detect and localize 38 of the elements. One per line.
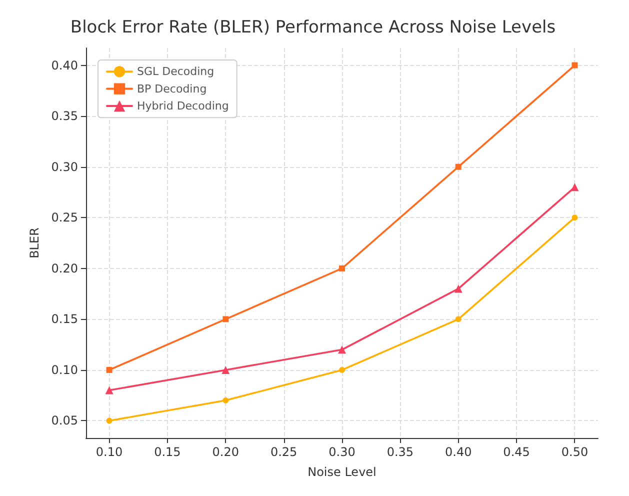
x-tick-label: 0.50	[561, 445, 588, 459]
point	[454, 284, 462, 293]
y-tick-label: 0.15	[51, 312, 78, 326]
x-tick-label: 0.20	[212, 445, 239, 459]
y-tick-label: 0.40	[51, 58, 78, 72]
x-axis-title: Noise Level	[308, 465, 376, 479]
point	[222, 397, 229, 404]
point	[455, 316, 462, 322]
x-tick-label: 0.40	[445, 445, 472, 459]
x-tick-label: 0.45	[503, 445, 530, 459]
point	[339, 265, 345, 272]
y-tick-label: 0.20	[51, 261, 78, 276]
point	[222, 366, 230, 374]
legend-label: SGL Decoding	[137, 65, 214, 78]
point	[105, 386, 114, 394]
x-tick-label: 0.15	[154, 445, 181, 459]
point	[339, 366, 345, 373]
point	[572, 62, 578, 68]
point	[572, 214, 578, 221]
point	[222, 316, 229, 322]
x-tick-label: 0.35	[386, 445, 414, 459]
y-tick-label: 0.25	[51, 210, 78, 225]
point	[570, 183, 579, 192]
y-tick-label: 0.35	[51, 109, 78, 124]
y-tick-label: 0.10	[51, 362, 78, 377]
point	[106, 366, 112, 373]
y-tick-label: 0.30	[51, 160, 78, 174]
legend-label: BP Decoding	[137, 82, 207, 96]
point	[455, 164, 462, 170]
point	[106, 418, 112, 424]
y-tick-label: 0.05	[51, 414, 78, 428]
y-axis-title: BLER	[27, 228, 42, 258]
x-tick-label: 0.25	[270, 445, 298, 459]
x-tick-label: 0.30	[328, 445, 356, 459]
x-tick-label: 0.10	[96, 445, 123, 459]
chart-title: Block Error Rate (BLER) Performance Across Noise Levels	[70, 18, 556, 38]
point	[338, 346, 346, 354]
legend-label: Hybrid Decoding	[137, 100, 229, 112]
